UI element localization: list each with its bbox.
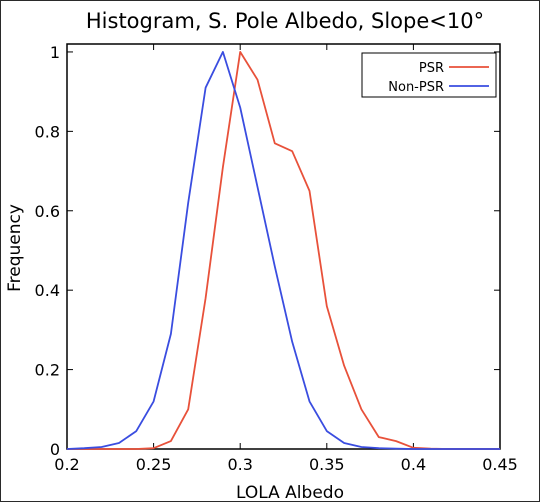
y-tick-label: 0.8 xyxy=(35,122,60,141)
series-lines xyxy=(66,51,500,450)
y-tick-label: 0.4 xyxy=(35,281,60,300)
x-tick-label: 0.45 xyxy=(482,455,518,474)
x-tick-label: 0.2 xyxy=(54,455,79,474)
y-tick-label: 1 xyxy=(50,43,60,62)
x-tick-label: 0.25 xyxy=(136,455,172,474)
x-tick-label: 0.3 xyxy=(227,455,252,474)
series-line-non-psr xyxy=(66,51,500,450)
y-tick-label: 0.6 xyxy=(35,202,60,221)
x-axis-label: LOLA Albedo xyxy=(236,483,344,503)
plot-frame xyxy=(66,43,501,450)
chart-title: Histogram, S. Pole Albedo, Slope<10° xyxy=(86,9,484,33)
x-tick-label: 0.4 xyxy=(401,455,426,474)
legend-label: Non-PSR xyxy=(388,80,444,95)
y-axis-label: Frequency xyxy=(5,204,25,292)
legend: PSR Non-PSR xyxy=(361,52,497,98)
legend-box xyxy=(361,52,497,98)
legend-label: PSR xyxy=(419,61,444,76)
x-tick-label: 0.35 xyxy=(309,455,345,474)
y-tick-label: 0.2 xyxy=(35,361,60,380)
y-tick-label: 0 xyxy=(50,440,60,459)
